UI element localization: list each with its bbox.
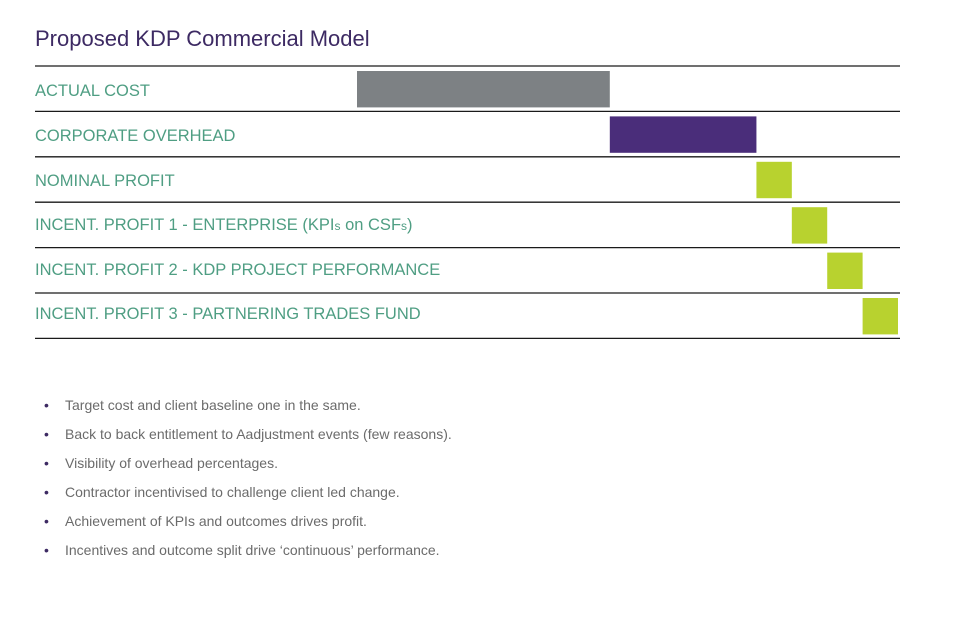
bullet-item: • Achievement of KPIs and outcomes drives… — [44, 511, 452, 540]
row-label-incent-profit-3: INCENT. PROFIT 3 - PARTNERING TRADES FUN… — [35, 305, 421, 323]
bullet-text: Achievement of KPIs and outcomes drives … — [65, 513, 367, 529]
page-title: Proposed KDP Commercial Model — [35, 26, 370, 51]
bullet-dot-icon: • — [44, 513, 49, 529]
bullet-text: Target cost and client baseline one in t… — [65, 397, 361, 413]
bar-5 — [827, 252, 863, 289]
bar-6 — [862, 298, 898, 335]
bullet-dot-icon: • — [44, 484, 49, 500]
bullet-text: Back to back entitlement to Aadjustment … — [65, 426, 452, 442]
kpi-label-s1: s — [334, 219, 341, 233]
bullet-list: • Target cost and client baseline one in … — [44, 395, 452, 569]
row-label-nominal-profit: NOMINAL PROFIT — [35, 172, 175, 190]
bullet-item: • Target cost and client baseline one in … — [44, 395, 452, 424]
bullet-item: • Contractor incentivised to challenge cl… — [44, 482, 452, 511]
kpi-label-s2: s — [401, 219, 408, 233]
bullet-item: • Incentives and outcome split drive ‘con… — [44, 540, 452, 569]
bullet-dot-icon: • — [44, 426, 49, 442]
bar-1 — [357, 71, 610, 108]
bullet-dot-icon: • — [44, 397, 49, 413]
row-label-incent-profit-2: INCENT. PROFIT 2 - KDP PROJECT PERFORMAN… — [35, 261, 441, 279]
kpi-label-prefix: INCENT. PROFIT 1 - ENTERPRISE (KPI — [35, 216, 335, 234]
kpi-label-suffix: ) — [407, 216, 413, 234]
bullet-dot-icon: • — [44, 455, 49, 471]
row-label-incent-profit-1: INCENT. PROFIT 1 - ENTERPRISE (KPIs on C… — [35, 216, 413, 235]
bullet-text: Incentives and outcome split drive ‘cont… — [65, 542, 440, 558]
bullet-item: • Back to back entitlement to Aadjustment… — [44, 424, 452, 453]
bullet-dot-icon: • — [44, 542, 49, 558]
kpi-label-mid: on CSF — [340, 216, 402, 234]
bar-2 — [609, 116, 757, 153]
bullet-item: • Visibility of overhead percentages. — [44, 453, 452, 482]
bullet-text: Visibility of overhead percentages. — [65, 455, 278, 471]
bullet-text: Contractor incentivised to challenge cli… — [65, 484, 400, 500]
bar-4 — [791, 207, 828, 244]
bar-3 — [756, 161, 792, 199]
waterfall-chart — [35, 65, 900, 340]
row-label-corporate-overhead: CORPORATE OVERHEAD — [35, 127, 236, 145]
row-label-actual-cost: ACTUAL COST — [35, 82, 150, 100]
